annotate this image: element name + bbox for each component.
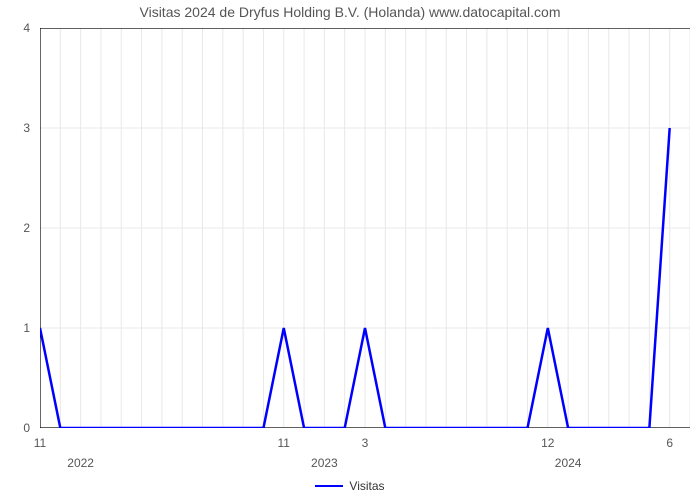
x-minor-tick-label: 3 xyxy=(362,436,369,450)
y-tick-label: 4 xyxy=(0,21,30,35)
y-tick-label: 0 xyxy=(0,421,30,435)
x-major-tick-label: 2024 xyxy=(555,456,582,470)
y-tick-label: 2 xyxy=(0,221,30,235)
x-minor-tick-label: 6 xyxy=(666,436,673,450)
legend-swatch xyxy=(315,485,343,488)
chart-title: Visitas 2024 de Dryfus Holding B.V. (Hol… xyxy=(0,4,700,20)
plot-svg xyxy=(40,28,690,428)
legend: Visitas xyxy=(0,478,700,493)
y-tick-label: 1 xyxy=(0,321,30,335)
x-minor-tick-label: 11 xyxy=(278,436,290,450)
x-minor-tick-label: 11 xyxy=(34,436,46,450)
legend-label: Visitas xyxy=(349,479,384,493)
plot-area xyxy=(40,28,690,428)
x-major-tick-label: 2023 xyxy=(311,456,338,470)
x-minor-tick-label: 12 xyxy=(541,436,554,450)
y-tick-label: 3 xyxy=(0,121,30,135)
x-axis-labels: 11113126202220232024 xyxy=(40,428,690,478)
chart-container: Visitas 2024 de Dryfus Holding B.V. (Hol… xyxy=(0,0,700,500)
x-major-tick-label: 2022 xyxy=(67,456,94,470)
